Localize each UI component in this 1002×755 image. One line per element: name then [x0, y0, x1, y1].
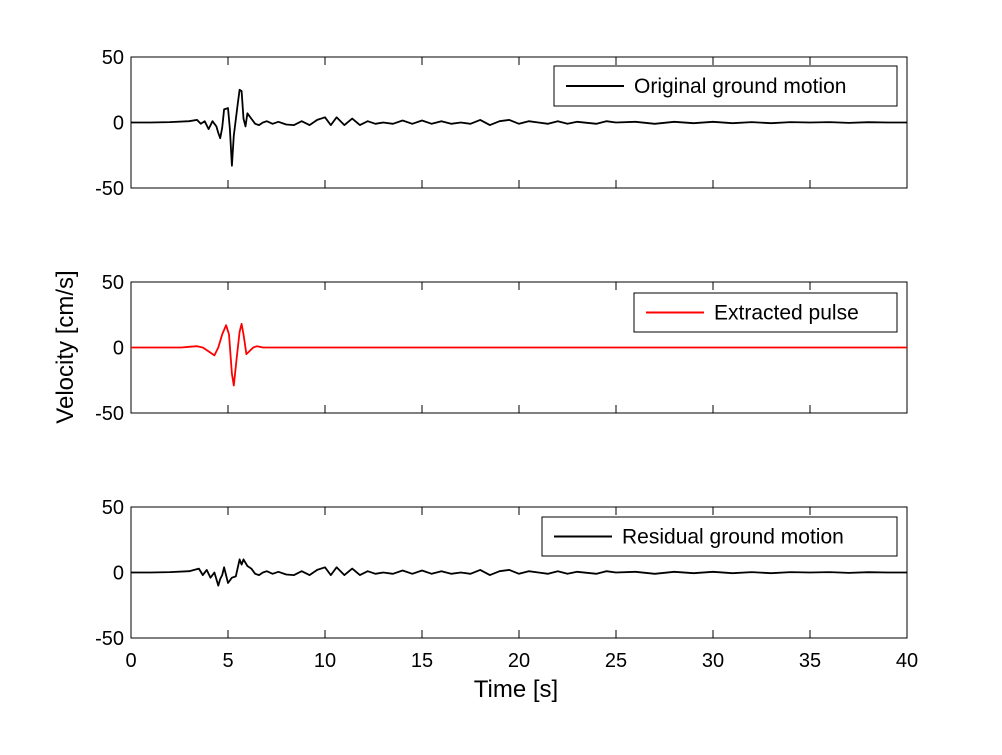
x-tick-label: 15 [411, 650, 433, 672]
x-tick-label: 5 [222, 650, 233, 672]
y-tick-label: -50 [95, 628, 124, 650]
x-tick-label: 30 [702, 650, 724, 672]
legend: Residual ground motion [541, 516, 898, 557]
y-tick-label: 50 [102, 272, 124, 294]
x-tick-label: 20 [508, 650, 530, 672]
y-axis-title: Velocity [cm/s] [52, 270, 79, 423]
panel-2: 50 0 -50 Extracted pulse [95, 272, 908, 425]
x-tick-label: 35 [799, 650, 821, 672]
x-axis-title: Time [s] [474, 676, 558, 703]
legend-label: Original ground motion [634, 75, 846, 98]
series-line [131, 558, 907, 587]
y-tick-label: 50 [102, 47, 124, 69]
series-line [131, 323, 907, 387]
legend: Original ground motion [553, 65, 898, 107]
legend-label: Residual ground motion [622, 526, 844, 549]
legend: Extracted pulse [633, 292, 898, 333]
x-tick-label: 10 [314, 650, 336, 672]
y-tick-label: 0 [113, 563, 124, 585]
x-tick-label: 25 [605, 650, 627, 672]
y-tick-label: -50 [95, 178, 124, 200]
y-tick-label: 0 [113, 338, 124, 360]
series-line [131, 88, 907, 167]
y-tick-label: 0 [113, 113, 124, 135]
x-tick-label: 0 [125, 650, 136, 672]
panel-1: 50 0 -50 Original ground motion [95, 47, 908, 200]
y-tick-label: -50 [95, 403, 124, 425]
y-tick-label: 50 [102, 497, 124, 519]
x-tick-label: 40 [896, 650, 918, 672]
legend-label: Extracted pulse [714, 302, 859, 325]
